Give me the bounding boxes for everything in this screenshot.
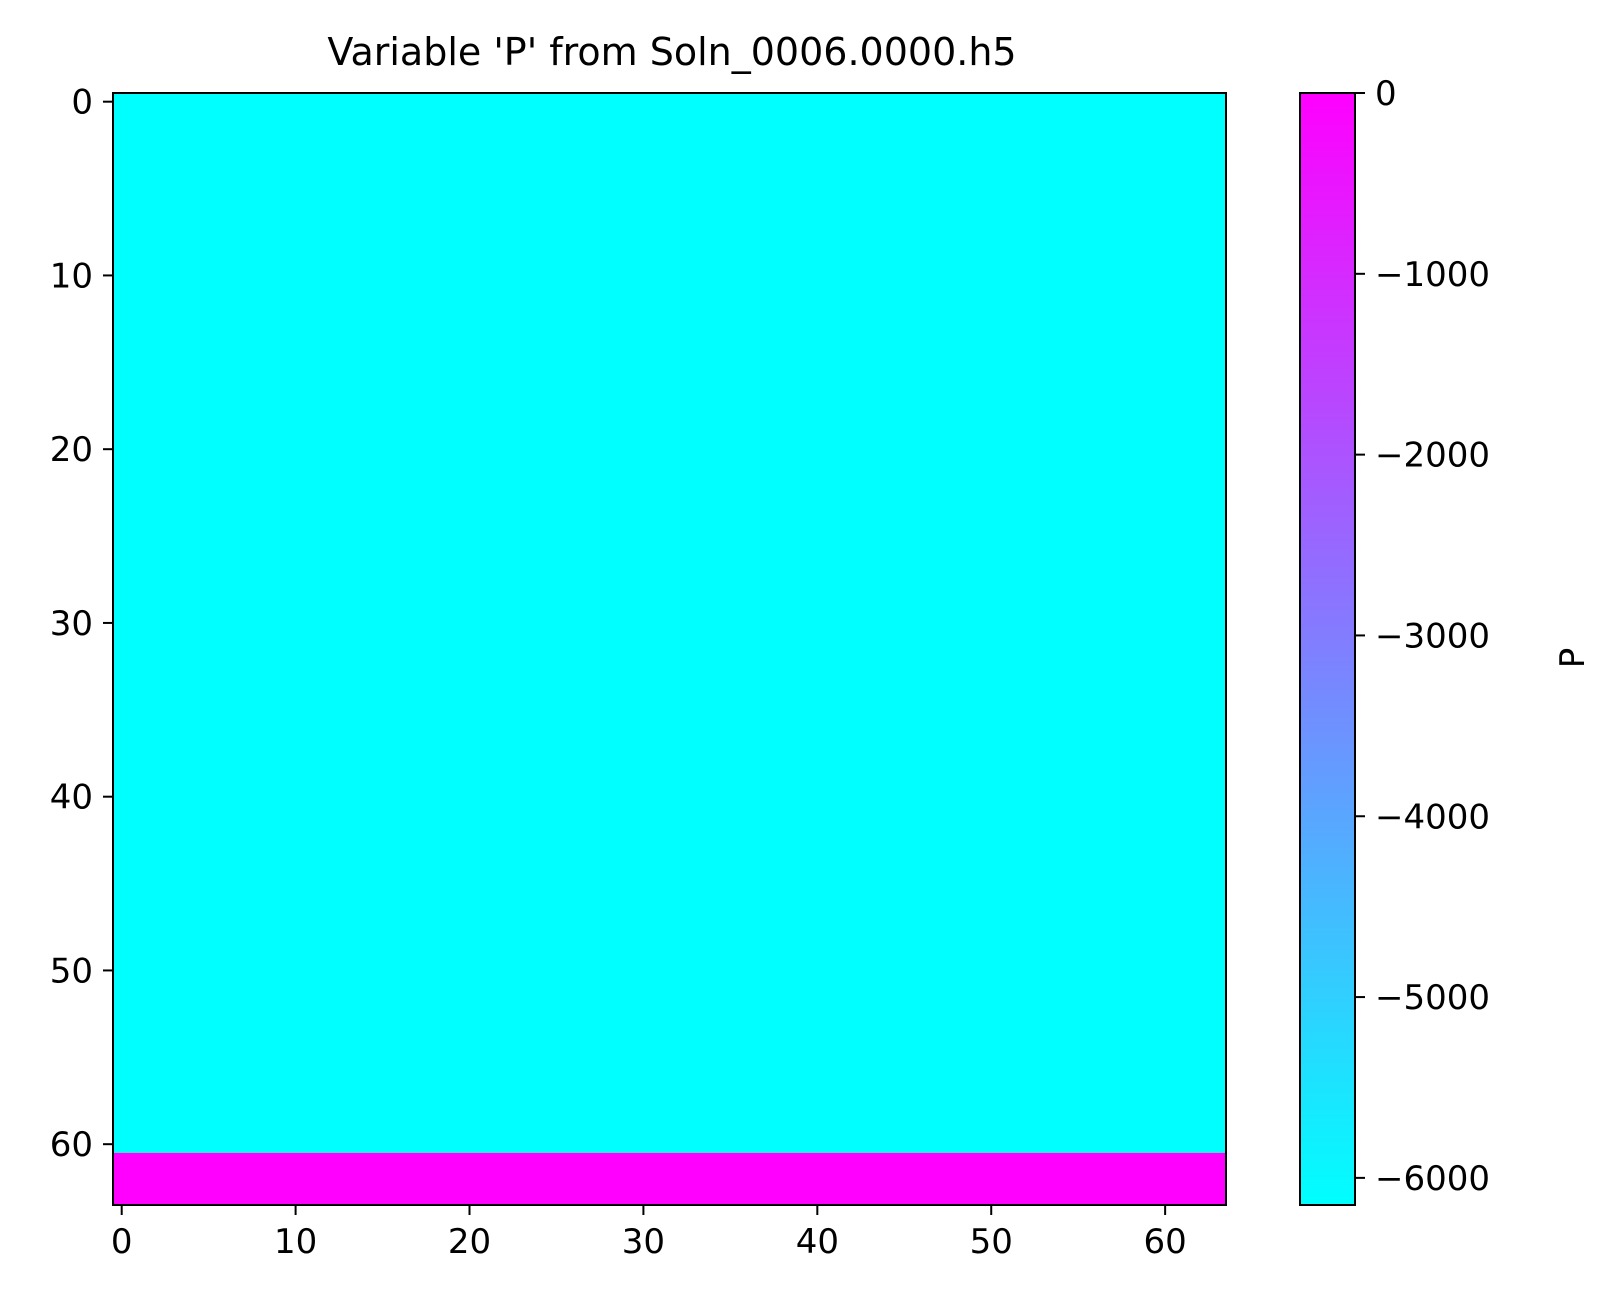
- colorbar-frame: [1299, 92, 1356, 1206]
- y-tick-label: 60: [50, 1125, 93, 1165]
- x-axis: 0 10 20 30 40 50 60: [111, 1205, 1187, 1262]
- colorbar-gradient: [1300, 93, 1355, 1205]
- y-tick-label: 10: [50, 256, 93, 296]
- x-tick-label: 60: [1144, 1222, 1187, 1262]
- colorbar-label: P: [1553, 648, 1593, 669]
- x-tick-label: 20: [448, 1222, 491, 1262]
- y-tick-label: 40: [50, 778, 93, 818]
- x-tick-label: 30: [622, 1222, 665, 1262]
- heatmap-region-1: [113, 1152, 1226, 1205]
- plot-area: [112, 92, 1227, 1206]
- colorbar-tick-label: −4000: [1375, 797, 1490, 837]
- x-tick-label: 10: [274, 1222, 317, 1262]
- y-tick-label: 50: [50, 951, 93, 991]
- plot-frame: [112, 92, 1227, 1206]
- colorbar-tick-label: −3000: [1375, 616, 1490, 656]
- y-axis: 0 10 20 30 40 50 60: [50, 83, 113, 1165]
- chart-title: Variable 'P' from Soln_0006.0000.h5: [327, 30, 1016, 74]
- colorbar-tick-label: −6000: [1375, 1159, 1490, 1199]
- y-tick-label: 0: [71, 83, 93, 123]
- heatmap-region-0: [113, 93, 1226, 1153]
- colorbar-tick-label: −1000: [1375, 255, 1490, 295]
- y-tick-label: 20: [50, 430, 93, 470]
- colorbar-tick-label: −2000: [1375, 436, 1490, 476]
- x-tick-label: 40: [796, 1222, 839, 1262]
- x-tick-label: 0: [111, 1222, 133, 1262]
- y-tick-label: 30: [50, 604, 93, 644]
- colorbar-tick-label: −5000: [1375, 978, 1490, 1018]
- colorbar: 0 −1000 −2000 −3000 −4000 −5000 −6000: [1299, 74, 1490, 1206]
- x-tick-label: 50: [970, 1222, 1013, 1262]
- colorbar-tick-label: 0: [1375, 74, 1397, 114]
